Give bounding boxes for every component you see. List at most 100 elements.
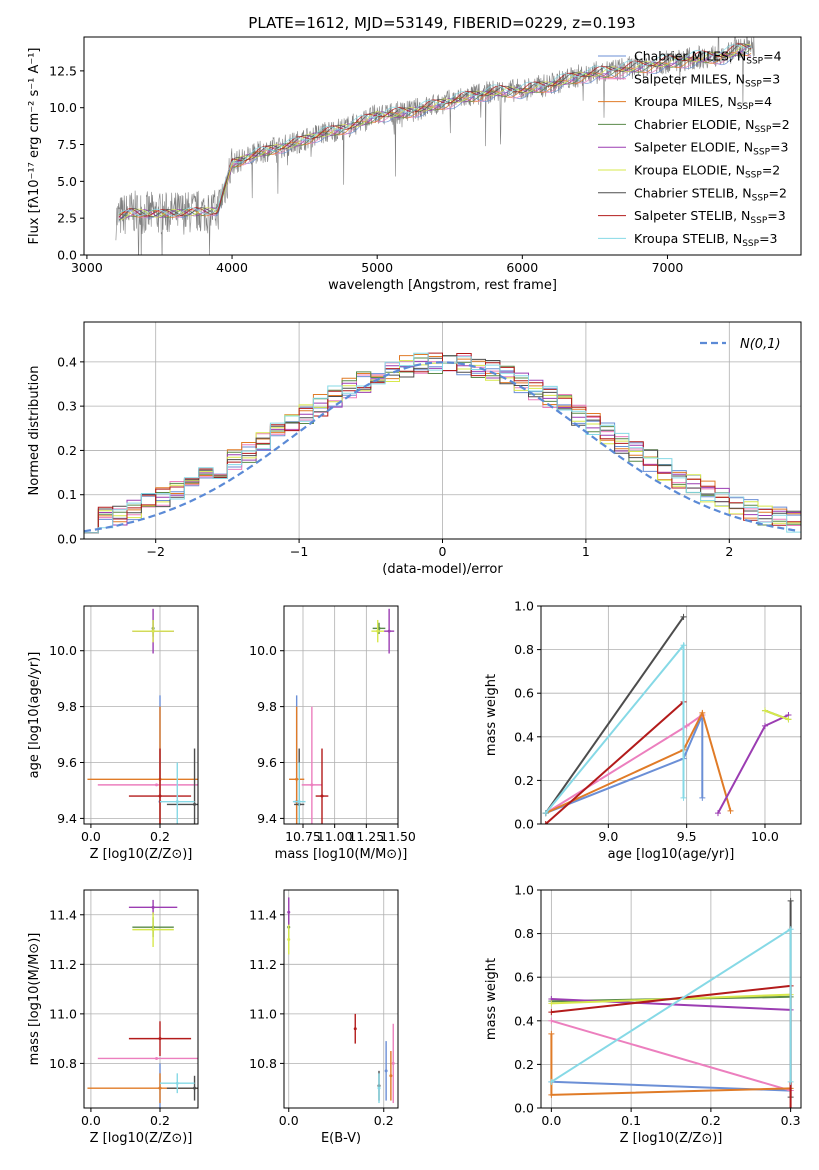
weight-line-kmiles xyxy=(545,710,732,815)
y-tick-label: 9.8 xyxy=(257,699,277,714)
y-tick-label: 0.0 xyxy=(57,248,77,263)
y-axis-label: mass weight xyxy=(484,674,499,756)
y-axis-label: mass weight xyxy=(484,958,499,1040)
y-tick-label: 0.6 xyxy=(514,970,534,985)
y-tick-label: 11.2 xyxy=(49,957,77,972)
y-tick-label: 1.0 xyxy=(514,599,534,614)
y-tick-label: 0.4 xyxy=(514,729,534,744)
plot-area xyxy=(87,608,198,824)
weight-marker-cstelib xyxy=(680,613,687,620)
y-tick-label: 12.5 xyxy=(49,63,77,78)
legend-entry-smiles: Salpeter MILES, NSSP=3 xyxy=(634,71,780,89)
x-axis-label: Z [log10(Z/Z⊙)] xyxy=(90,1131,193,1146)
y-tick-label: 11.4 xyxy=(49,907,77,922)
point-smiles xyxy=(391,1061,395,1065)
weight-marker-selodie xyxy=(761,722,768,729)
weight-marker-kstelib xyxy=(542,810,549,817)
mass-vs-extinction-panel: 0.0 0.2 10.8 11.0 11.2 11.4 E(B-V) xyxy=(249,889,399,1146)
point-kmiles xyxy=(158,1086,162,1090)
x-tick-label: 0.0 xyxy=(279,1113,299,1128)
y-tick-label: 0.0 xyxy=(514,1101,534,1116)
weight-line-kelodie xyxy=(764,709,789,721)
weight-marker-kstelib xyxy=(680,642,687,649)
y-tick-label: 11.0 xyxy=(249,1006,277,1021)
y-tick-label: 11.0 xyxy=(49,1006,77,1021)
weight-vs-metallicity-panel: 0.0 0.1 0.2 0.3 0.0 0.2 0.4 0.6 0.8 1.0 Z [log10(Z… xyxy=(484,883,802,1146)
weight-marker-kstelib xyxy=(787,1078,794,1085)
legend-normal: N(0,1) xyxy=(740,337,781,352)
weight-line-cstelib xyxy=(544,616,685,814)
point-sstelib xyxy=(158,1037,162,1041)
y-tick-label: 0.8 xyxy=(514,926,534,941)
y-tick-label: 10.8 xyxy=(49,1056,77,1071)
weight-line-selodie xyxy=(717,714,789,814)
mass-vs-metallicity-panel: 0.0 0.2 10.8 11.0 11.2 11.4 Z [log10(Z/Z⊙)] mas… xyxy=(27,889,199,1146)
x-tick-label: 10.0 xyxy=(751,829,779,844)
spectrum-panel: 3000 4000 5000 6000 7000 0.0 2.5 5.0 7.5 10.0 12.5… xyxy=(27,14,802,293)
x-tick-label: 9.0 xyxy=(598,829,618,844)
axes-frame xyxy=(540,889,802,1109)
weight-marker-kmiles xyxy=(727,807,734,814)
model-spectrum-sstelib xyxy=(118,43,752,218)
y-axis-label: Flux [fλ10⁻¹⁷ erg cm⁻² s⁻¹ A⁻¹] xyxy=(27,48,42,245)
point-kmiles xyxy=(389,1074,393,1078)
point-kelodie xyxy=(376,629,380,633)
x-axis-label: wavelength [Angstrom, rest frame] xyxy=(328,278,557,293)
y-tick-label: 11.2 xyxy=(249,957,277,972)
residual-panel: −2 −1 0 1 2 0.0 0.1 0.2 0.3 0.4 (data-model)/error… xyxy=(27,321,802,577)
plot-area xyxy=(115,37,755,255)
y-tick-label: 0.2 xyxy=(57,443,77,458)
x-tick-label: 0.2 xyxy=(150,1113,170,1128)
x-tick-label: 7000 xyxy=(652,260,684,275)
weight-line-kstelib xyxy=(550,927,792,1083)
legend-entry-cstelib: Chabrier STELIB, NSSP=2 xyxy=(634,185,787,203)
weight-marker-selodie xyxy=(714,810,721,817)
model-spectrum-kelodie xyxy=(118,43,752,221)
plot-area xyxy=(289,608,395,824)
x-tick-label: 11.50 xyxy=(380,829,416,844)
x-tick-label: 5000 xyxy=(361,260,393,275)
point-selodie xyxy=(287,910,291,914)
y-tick-label: 9.4 xyxy=(57,811,77,826)
weight-marker-smiles xyxy=(683,722,690,729)
point-kmiles xyxy=(295,777,299,781)
y-tick-label: 10.0 xyxy=(49,100,77,115)
point-kstelib xyxy=(175,800,179,804)
chart-title: PLATE=1612, MJD=53149, FIBERID=0229, z=0… xyxy=(248,14,635,32)
axes-frame xyxy=(540,605,802,825)
point-sstelib xyxy=(353,1027,357,1031)
y-tick-label: 9.6 xyxy=(57,755,77,770)
x-axis-label: Z [log10(Z/Z⊙)] xyxy=(90,847,193,862)
axes-frame xyxy=(83,889,199,1109)
y-tick-label: 0.1 xyxy=(57,487,77,502)
y-tick-label: 0.2 xyxy=(514,773,534,788)
weight-marker-sstelib xyxy=(548,1009,555,1016)
point-kstelib xyxy=(175,1081,179,1085)
point-smiles xyxy=(155,1056,159,1060)
axes-frame xyxy=(83,605,199,825)
x-tick-label: 0 xyxy=(439,544,447,559)
x-tick-label: 0.0 xyxy=(81,1113,101,1128)
x-tick-label: 0.1 xyxy=(621,1113,641,1128)
weight-marker-sstelib xyxy=(787,1105,794,1108)
x-tick-label: 10.75 xyxy=(285,829,321,844)
point-cstelib xyxy=(193,802,197,806)
y-axis-label: mass [log10(M/M⊙)] xyxy=(27,933,42,1066)
normal-curve xyxy=(84,361,799,533)
y-tick-label: 2.5 xyxy=(57,211,77,226)
y-tick-label: 0.0 xyxy=(57,532,77,547)
point-selodie xyxy=(387,629,391,633)
x-tick-label: −2 xyxy=(146,544,164,559)
y-tick-label: 0.0 xyxy=(514,817,534,832)
x-tick-label: 9.5 xyxy=(677,829,697,844)
legend-entry-sstelib: Salpeter STELIB, NSSP=3 xyxy=(634,208,786,226)
point-sstelib xyxy=(320,794,324,798)
x-tick-label: 11.25 xyxy=(348,829,384,844)
axes-frame xyxy=(283,889,399,1109)
observed-spectrum xyxy=(115,37,755,255)
x-axis-label: Z [log10(Z/Z⊙)] xyxy=(620,1131,723,1146)
y-axis-label: Normed distribution xyxy=(27,366,42,496)
y-tick-label: 0.2 xyxy=(514,1057,534,1072)
weight-vs-age-panel: 9.0 9.5 10.0 0.0 0.2 0.4 0.6 0.8 1.0 age [log10(a… xyxy=(484,599,802,862)
